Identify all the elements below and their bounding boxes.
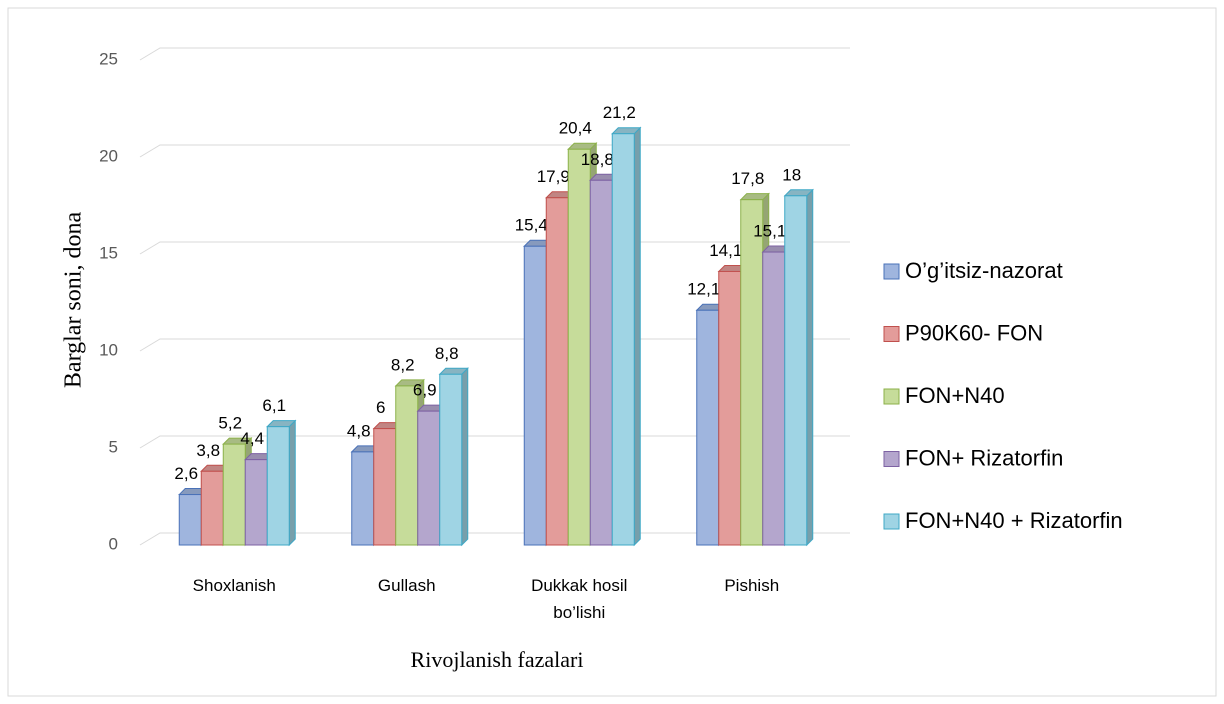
legend-label: O’g’itsiz-nazorat (905, 258, 1063, 283)
y-tick-label: 10 (99, 340, 118, 359)
data-label: 8,8 (435, 344, 459, 363)
bar (395, 385, 419, 546)
data-label: 15,1 (753, 222, 786, 241)
x-tick-label: Pishish (724, 576, 780, 595)
bar (611, 133, 635, 546)
data-label: 12,1 (687, 280, 720, 299)
y-tick-label: 20 (99, 146, 118, 165)
x-tick-label: Dukkak hosil bo’lishi (531, 576, 628, 622)
y-tick-label: 15 (99, 243, 118, 262)
legend-swatch (883, 388, 900, 405)
data-label: 15,4 (515, 216, 548, 235)
data-label: 4,4 (240, 429, 264, 448)
bar (417, 410, 441, 546)
y-axis-title: Barglar soni, dona (61, 212, 87, 389)
x-tick-label: Gullash (377, 576, 436, 595)
bar (178, 494, 202, 546)
legend-swatch (883, 513, 900, 530)
bar (351, 451, 375, 546)
bar (545, 197, 569, 546)
bar (523, 245, 547, 546)
grid-line (139, 47, 850, 61)
legend-label: FON+N40 + Rizatorfin (905, 508, 1123, 533)
data-label: 18,8 (581, 150, 614, 169)
legend-label: FON+N40 (905, 383, 1005, 408)
bar (567, 148, 591, 546)
data-label: 17,8 (731, 169, 764, 188)
data-label: 21,2 (603, 103, 636, 122)
data-label: 14,1 (709, 241, 742, 260)
legend-swatch (883, 263, 900, 280)
bar (200, 470, 224, 546)
bar-side (806, 188, 814, 547)
bar (589, 179, 613, 546)
bar-side (461, 367, 469, 547)
data-label: 18 (782, 165, 801, 184)
data-label: 8,2 (391, 355, 415, 374)
bar-side (633, 126, 641, 547)
data-label: 2,6 (174, 464, 198, 483)
x-axis-title: Rivojlanish fazalari (411, 647, 584, 672)
data-label: 3,8 (196, 441, 220, 460)
y-tick-label: 5 (109, 437, 118, 456)
data-label: 6 (376, 398, 385, 417)
bar (740, 199, 764, 546)
bar (718, 270, 742, 546)
bar (696, 309, 720, 546)
bar (244, 459, 268, 546)
data-label: 5,2 (218, 414, 242, 433)
bar (222, 443, 246, 546)
legend-swatch (883, 451, 900, 467)
y-tick-label: 0 (109, 534, 118, 553)
bar (439, 373, 463, 546)
legend-label: P90K60- FON (905, 320, 1043, 345)
data-label: 20,4 (559, 119, 592, 138)
y-tick-label: 25 (99, 49, 118, 68)
bar-side (288, 419, 296, 547)
data-label: 6,9 (413, 381, 437, 400)
bar (784, 195, 808, 546)
bar (266, 426, 290, 546)
legend-swatch (883, 326, 900, 342)
data-label: 17,9 (537, 167, 570, 186)
bar (762, 251, 786, 546)
bar (373, 428, 397, 546)
data-label: 4,8 (347, 421, 371, 440)
legend-label: FON+ Rizatorfin (905, 445, 1063, 470)
x-tick-label: Shoxlanish (192, 576, 276, 595)
data-label: 6,1 (262, 396, 286, 415)
